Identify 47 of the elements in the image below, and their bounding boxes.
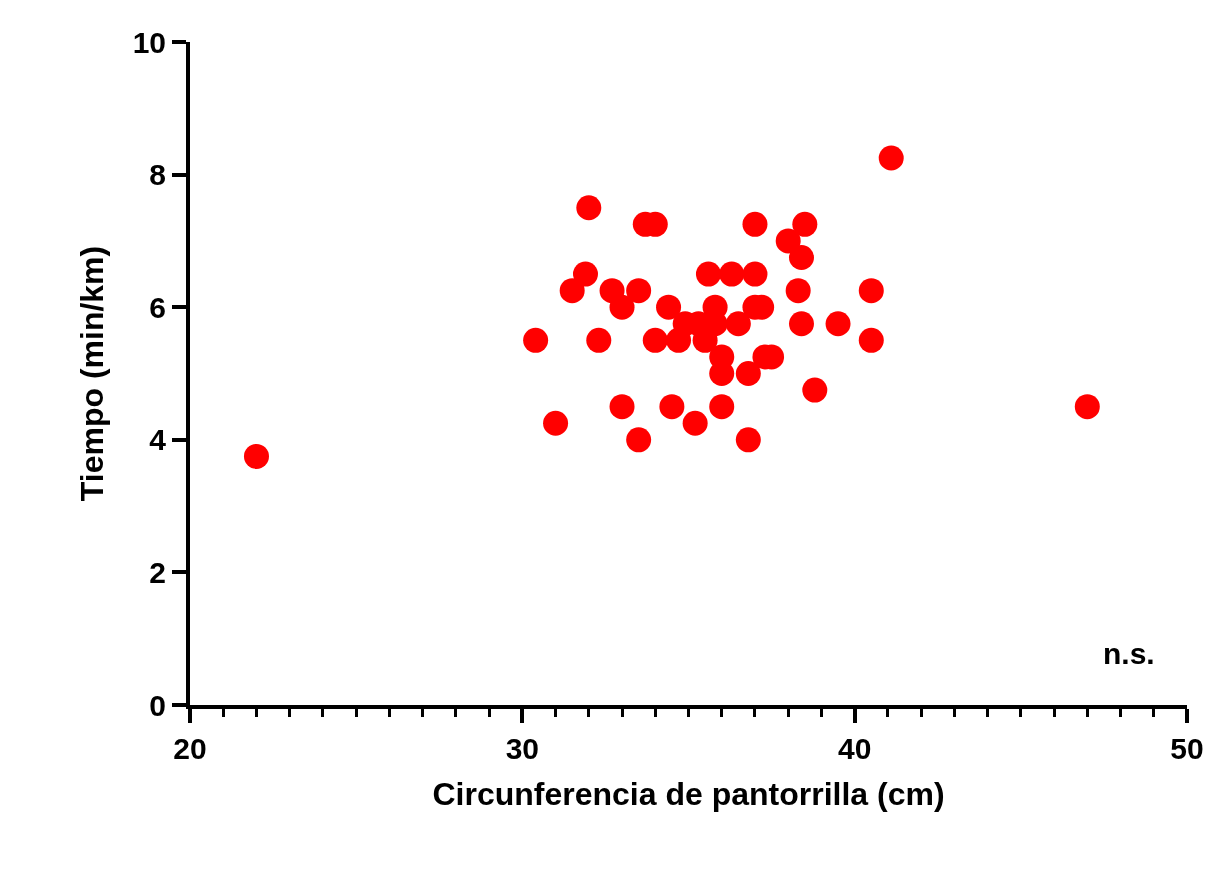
point (785, 278, 811, 304)
point (642, 327, 668, 353)
point (609, 294, 635, 320)
y-tick-label: 0 (149, 688, 166, 722)
point (559, 278, 585, 304)
point (682, 410, 708, 436)
x-tick-label: 30 (505, 732, 540, 765)
point (742, 211, 768, 237)
point (725, 311, 751, 337)
point (1074, 394, 1100, 420)
point (586, 327, 612, 353)
point (858, 327, 884, 353)
point (858, 278, 884, 304)
point (543, 410, 569, 436)
point (789, 244, 814, 270)
x-tick-label: 40 (837, 732, 872, 765)
point (709, 394, 735, 420)
x-tick-label: 50 (1170, 732, 1204, 765)
point (719, 261, 745, 287)
point (609, 394, 635, 420)
point (792, 211, 818, 237)
point (656, 294, 682, 320)
point (626, 278, 652, 304)
point (695, 261, 721, 287)
point (243, 443, 269, 469)
x-tick-label: 20 (173, 732, 207, 765)
y-tick-label: 10 (132, 25, 166, 59)
point (626, 427, 652, 453)
annotation: n.s. (1103, 637, 1155, 670)
point (523, 327, 549, 353)
point (742, 261, 768, 287)
point (878, 145, 904, 171)
point (802, 377, 828, 403)
point (735, 427, 761, 453)
y-tick-label: 8 (149, 158, 166, 192)
point (735, 361, 761, 386)
y-axis-title: Tiempo (min/km) (74, 245, 111, 502)
point (775, 228, 801, 254)
y-tick-label: 2 (149, 555, 166, 589)
y-tick-label: 6 (149, 290, 166, 324)
point (789, 311, 814, 337)
y-tick-label: 4 (149, 423, 167, 457)
x-axis-title: Circunferencia de pantorrilla (cm) (432, 776, 945, 813)
point (576, 195, 602, 221)
point (659, 394, 685, 420)
point (572, 261, 598, 287)
point (825, 311, 851, 337)
